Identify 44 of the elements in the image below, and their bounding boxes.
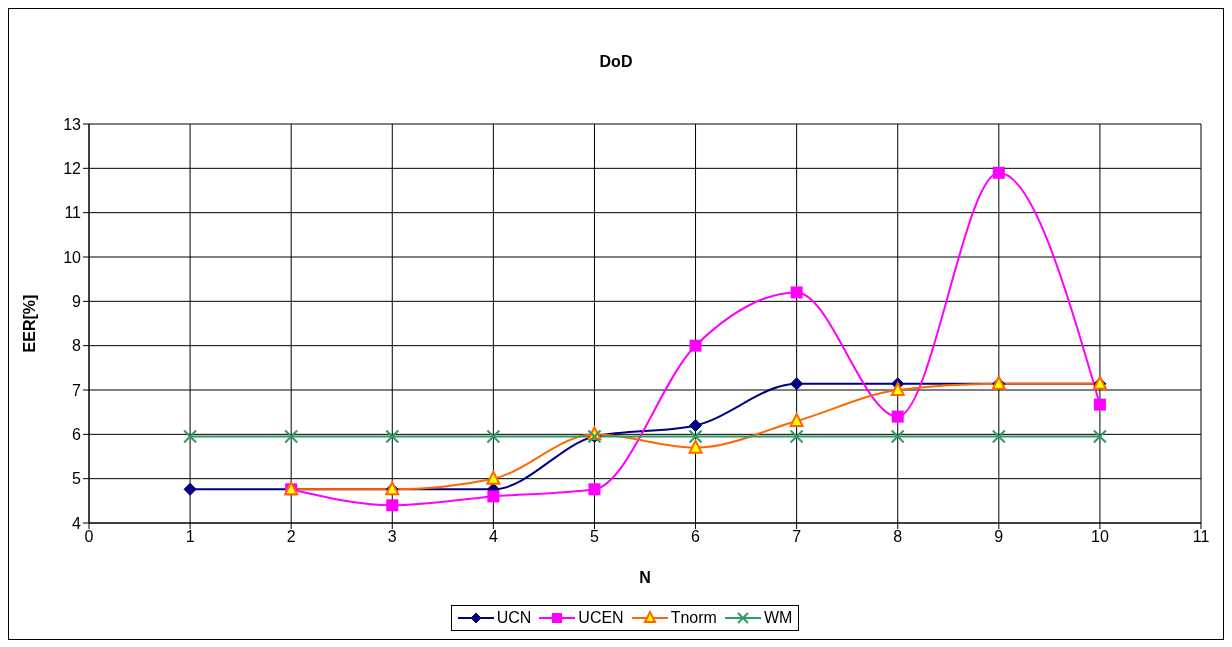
point — [487, 490, 500, 503]
y-tick-label: 6 — [72, 426, 82, 444]
y-axis-title: EER[%] — [20, 294, 38, 353]
point — [386, 499, 399, 512]
x-tick-label: 2 — [286, 528, 296, 546]
x-tick-label: 10 — [1091, 528, 1109, 546]
point — [992, 166, 1005, 179]
legend-label: UCEN — [578, 609, 624, 627]
legend-label: UCN — [496, 609, 532, 627]
point — [789, 413, 804, 428]
x-tick-label: 6 — [691, 528, 701, 546]
point — [688, 439, 703, 454]
y-tick-label: 11 — [64, 204, 82, 222]
y-tick-label: 9 — [72, 293, 82, 311]
x-tick-label: 1 — [185, 528, 195, 546]
point — [890, 382, 905, 396]
y-tick-label: 4 — [72, 514, 82, 532]
chart-title: DoD — [598, 53, 634, 71]
y-tick-label: 13 — [63, 115, 82, 133]
x-tick-label: 11 — [1192, 528, 1210, 546]
x-tick-label: 8 — [893, 528, 903, 546]
x-tick-label: 3 — [387, 528, 397, 546]
y-tick-label: 10 — [63, 248, 82, 266]
y-tick-label: 5 — [72, 470, 82, 488]
point — [183, 482, 197, 496]
point — [790, 286, 803, 299]
point — [486, 470, 501, 485]
x-tick-label: 7 — [792, 528, 802, 546]
x-tick-label: 0 — [84, 528, 94, 546]
y-tick-label: 7 — [72, 381, 82, 399]
point — [689, 339, 702, 352]
point — [1093, 398, 1106, 411]
point — [891, 410, 904, 423]
legend-label: WM — [763, 609, 793, 627]
y-tick-label: 8 — [72, 337, 82, 355]
legend-label: Tnorm — [670, 609, 717, 627]
point — [790, 377, 804, 391]
x-tick-label: 4 — [488, 528, 498, 546]
point — [588, 483, 601, 496]
point — [689, 418, 703, 432]
x-axis-title: N — [639, 569, 651, 586]
y-tick-label: 12 — [63, 160, 82, 178]
x-tick-label: 5 — [590, 528, 599, 546]
x-tick-label: 9 — [994, 528, 1004, 546]
